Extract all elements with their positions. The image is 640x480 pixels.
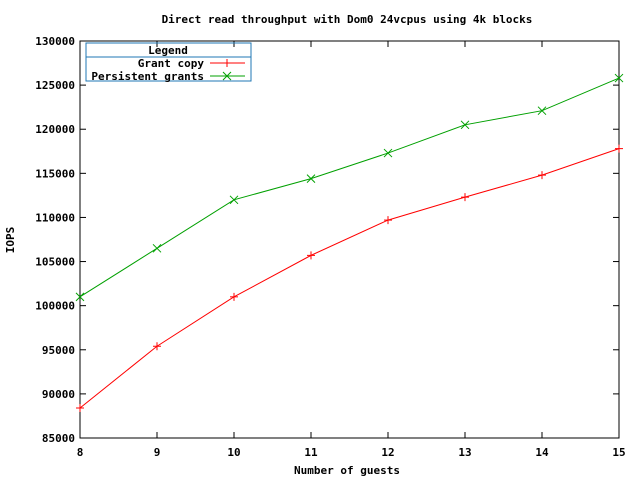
x-tick-label: 10 bbox=[227, 446, 240, 459]
y-tick-label: 115000 bbox=[35, 167, 75, 180]
legend-marker bbox=[222, 71, 232, 81]
legend-label: Persistent grants bbox=[91, 70, 204, 83]
y-tick-label: 125000 bbox=[35, 79, 75, 92]
legend-title: Legend bbox=[148, 44, 188, 57]
x-tick-label: 9 bbox=[154, 446, 161, 459]
y-tick-label: 110000 bbox=[35, 211, 75, 224]
y-tick-label: 95000 bbox=[42, 344, 75, 357]
x-tick-label: 13 bbox=[458, 446, 471, 459]
x-axis-label: Number of guests bbox=[294, 464, 400, 477]
data-point bbox=[229, 195, 239, 205]
data-point bbox=[306, 174, 316, 183]
legend-label: Grant copy bbox=[138, 57, 205, 70]
chart-title: Direct read throughput with Dom0 24vcpus… bbox=[162, 13, 533, 26]
series-grant-copy bbox=[76, 144, 623, 413]
x-tick-label: 15 bbox=[612, 446, 625, 459]
y-axis: 85000 90000 95000 100000 105000 110000 115000 1… bbox=[35, 35, 619, 445]
y-tick-label: 120000 bbox=[35, 123, 75, 136]
x-tick-label: 8 bbox=[77, 446, 84, 459]
data-point bbox=[383, 148, 393, 158]
data-point bbox=[537, 106, 547, 116]
plot-border bbox=[79, 40, 620, 439]
y-axis-label: IOPS bbox=[4, 227, 17, 254]
y-tick-label: 90000 bbox=[42, 388, 75, 401]
x-tick-label: 11 bbox=[304, 446, 318, 459]
x-tick-label: 14 bbox=[535, 446, 549, 459]
series-persistent-grants bbox=[75, 73, 624, 302]
y-tick-label: 105000 bbox=[35, 256, 75, 269]
x-tick-label: 12 bbox=[381, 446, 394, 459]
legend-box bbox=[85, 42, 252, 82]
plot-frame bbox=[79, 40, 620, 439]
series-line bbox=[79, 77, 620, 298]
y-tick-label: 85000 bbox=[42, 432, 75, 445]
data-point bbox=[460, 120, 470, 130]
data-point bbox=[614, 73, 624, 83]
series-layer bbox=[75, 73, 624, 413]
x-axis: 8 9 10 11 12 13 14 15 bbox=[77, 41, 626, 459]
y-tick-label: 130000 bbox=[35, 35, 75, 48]
series-line bbox=[79, 148, 620, 409]
data-point bbox=[152, 243, 162, 253]
data-point bbox=[75, 292, 85, 302]
y-tick-label: 100000 bbox=[35, 300, 75, 313]
